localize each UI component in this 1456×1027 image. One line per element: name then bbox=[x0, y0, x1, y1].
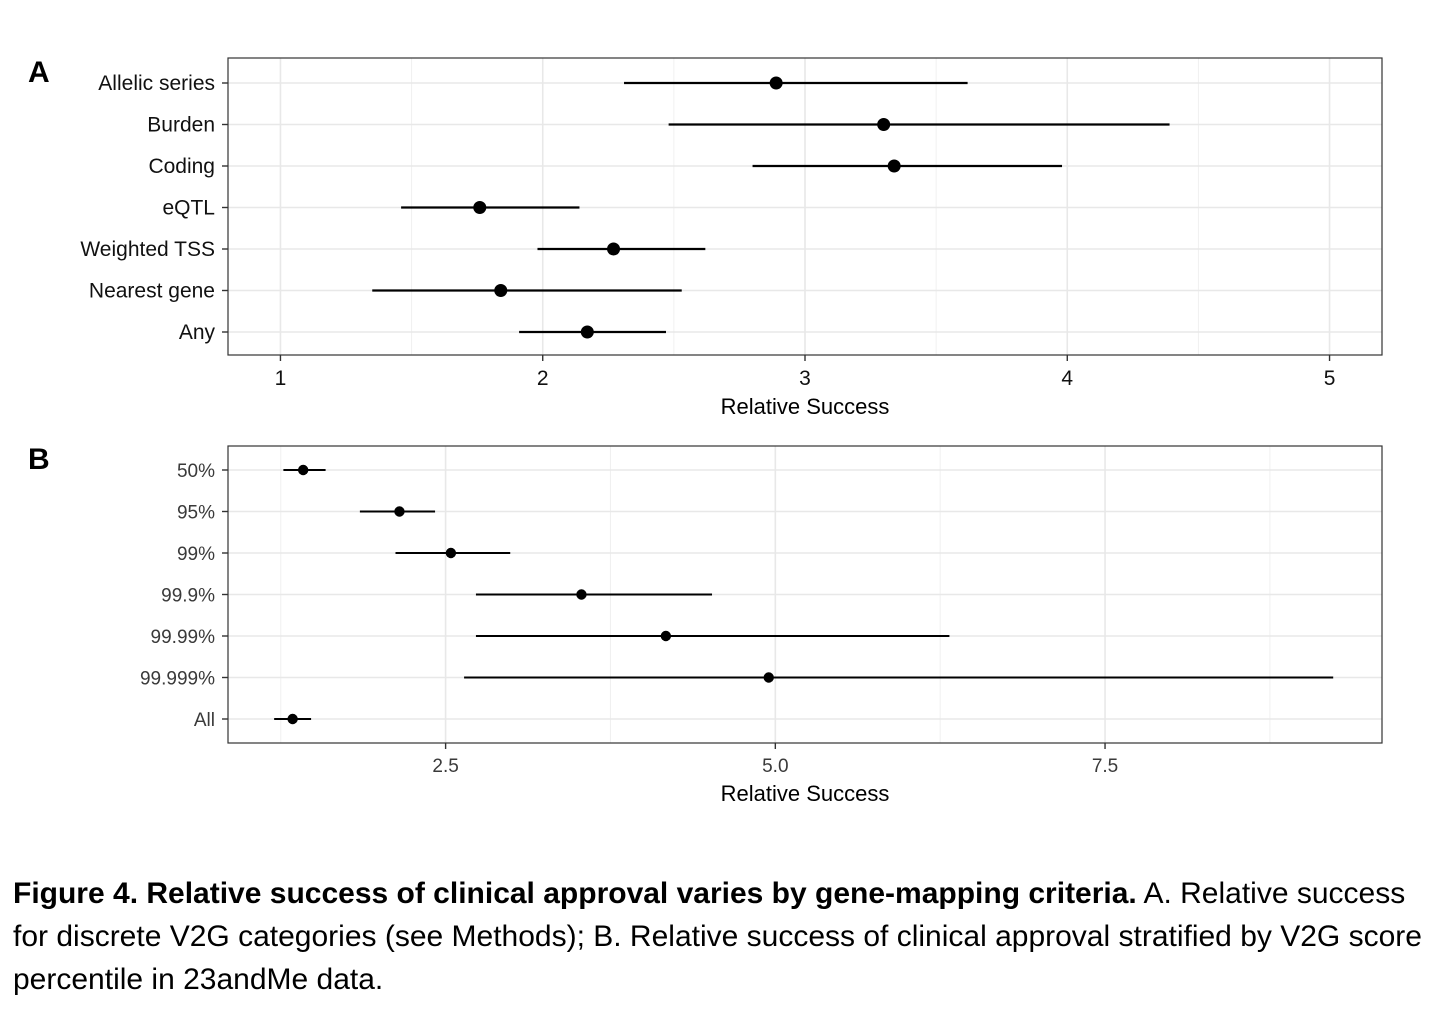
estimate-point bbox=[494, 284, 508, 297]
estimate-point bbox=[660, 630, 672, 642]
y-tick-label: Coding bbox=[148, 155, 215, 178]
y-tick-label: Weighted TSS bbox=[80, 238, 215, 261]
estimate-point bbox=[297, 464, 309, 476]
y-tick-label: 99.999% bbox=[140, 669, 215, 690]
panel-b-letter: B bbox=[28, 443, 50, 476]
estimate-point bbox=[887, 159, 901, 173]
x-tick-label: 2 bbox=[537, 367, 549, 390]
estimate-point bbox=[287, 713, 298, 725]
y-tick-label: 99.99% bbox=[151, 627, 216, 648]
caption-body: A. Relative success for discrete V2G cat… bbox=[13, 877, 1422, 996]
estimate-point bbox=[769, 76, 783, 90]
panel-b-marks bbox=[274, 464, 1334, 725]
panel-a-x-axis-title: Relative Success bbox=[721, 394, 890, 419]
estimate-point bbox=[763, 672, 774, 683]
x-tick-label: 5.0 bbox=[762, 756, 788, 777]
x-tick-label: 2.5 bbox=[432, 756, 458, 777]
panel-a-axes: Allelic series Burden Coding eQTL Weighted T… bbox=[80, 72, 1335, 390]
estimate-point bbox=[576, 589, 587, 600]
estimate-point bbox=[473, 201, 487, 214]
y-tick-label: All bbox=[194, 710, 215, 731]
y-tick-label: 99.9% bbox=[161, 586, 215, 607]
y-tick-label: Burden bbox=[147, 114, 215, 137]
panel-b-axes: 50% 95% 99% 99.9% 99.99% 99.999% All 2.5 5.0 7.5 bbox=[140, 461, 1118, 777]
y-tick-label: eQTL bbox=[162, 197, 215, 220]
x-tick-label: 7.5 bbox=[1092, 756, 1118, 777]
y-tick-label: Allelic series bbox=[98, 72, 215, 95]
estimate-point bbox=[394, 506, 405, 517]
x-tick-label: 1 bbox=[275, 367, 287, 390]
panel-a-marks bbox=[372, 76, 1170, 339]
y-tick-label: Any bbox=[179, 321, 216, 344]
y-tick-label: Nearest gene bbox=[89, 280, 215, 303]
estimate-point bbox=[877, 118, 891, 131]
figure-4-chart: A B Allelic series Burden Coding eQTL Weight… bbox=[28, 56, 1383, 806]
panel-a-plot: Allelic series Burden Coding eQTL Weighted T… bbox=[80, 57, 1383, 419]
estimate-point bbox=[580, 325, 594, 339]
y-tick-label: 95% bbox=[177, 503, 215, 524]
estimate-point bbox=[607, 242, 621, 256]
y-tick-label: 99% bbox=[177, 544, 215, 565]
x-tick-label: 3 bbox=[799, 367, 811, 390]
caption-bold-title: Figure 4. Relative success of clinical a… bbox=[13, 877, 1137, 910]
x-tick-label: 5 bbox=[1324, 367, 1336, 390]
estimate-point bbox=[445, 547, 457, 559]
panel-b-gridlines bbox=[228, 446, 1382, 743]
y-tick-label: 50% bbox=[177, 461, 215, 482]
x-tick-label: 4 bbox=[1061, 367, 1073, 390]
panel-a-letter: A bbox=[28, 56, 50, 89]
panel-a-gridlines bbox=[228, 58, 1382, 355]
panel-b-x-axis-title: Relative Success bbox=[721, 781, 890, 806]
figure-caption: Figure 4. Relative success of clinical a… bbox=[13, 872, 1433, 1001]
